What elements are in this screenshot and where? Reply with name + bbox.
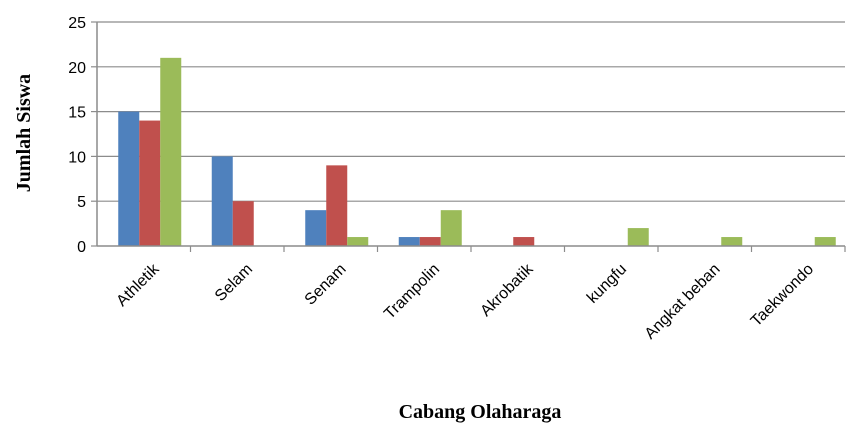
bars xyxy=(118,57,836,247)
y-tick-label: 0 xyxy=(77,239,86,256)
y-axis-title: Jumlah Siswa xyxy=(13,74,35,192)
y-axis-ticks: 0 5 10 15 20 25 xyxy=(68,15,86,256)
bar xyxy=(347,237,369,246)
bar xyxy=(160,57,182,247)
bar xyxy=(118,111,140,246)
y-tick-label: 5 xyxy=(77,194,86,211)
y-tick-label: 15 xyxy=(68,105,86,122)
x-category-label: Akrobatik xyxy=(477,260,537,320)
y-tick-label: 10 xyxy=(68,149,86,166)
x-category-label: kungfu xyxy=(584,261,630,307)
bar xyxy=(721,237,743,246)
x-axis-categories: Athletik Selam Senam Trampolin Akrobatik kung… xyxy=(113,260,817,343)
y-tick-label: 25 xyxy=(68,15,86,32)
bar xyxy=(398,237,420,246)
bar xyxy=(513,237,535,246)
bar xyxy=(305,210,327,246)
x-category-label: Trampolin xyxy=(381,261,443,323)
bar xyxy=(419,237,441,246)
bar xyxy=(139,120,161,246)
x-category-label: Senam xyxy=(302,261,350,309)
bar xyxy=(814,237,836,246)
bar xyxy=(211,156,233,246)
bar xyxy=(326,165,348,246)
x-category-label: Athletik xyxy=(113,260,163,310)
bar xyxy=(232,201,254,246)
x-category-label: Selam xyxy=(212,261,256,305)
x-category-label: Taekwondo xyxy=(748,261,817,330)
bar xyxy=(627,228,649,246)
bar xyxy=(440,210,462,246)
y-tick-label: 20 xyxy=(68,60,86,77)
x-category-label: Angkat beban xyxy=(642,261,724,343)
gridlines xyxy=(91,21,846,252)
x-axis-title: Cabang Olaharaga xyxy=(399,401,562,423)
